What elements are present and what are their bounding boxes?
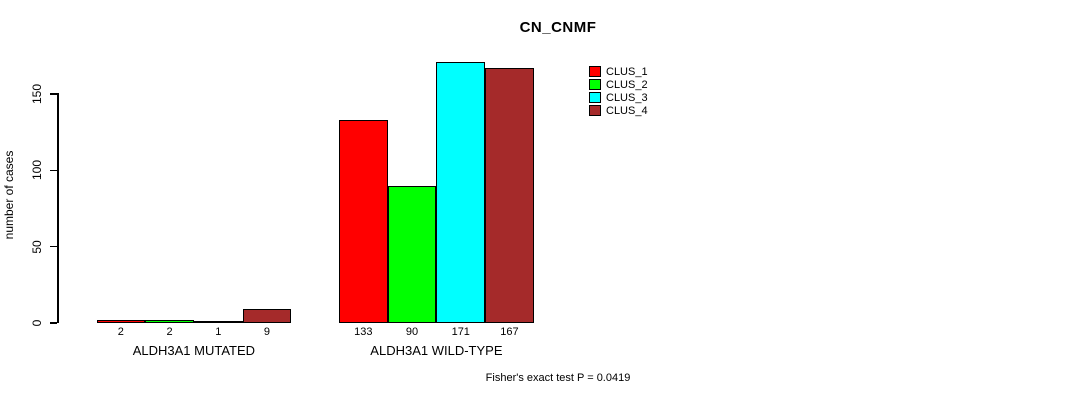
y-axis-tick [50,245,57,248]
legend-swatch-clus_3 [589,92,601,104]
bar-clus_2-wild-type [387,186,437,323]
bar-value-label: 9 [263,326,270,338]
bar-clus_1-mutated [96,320,146,323]
fisher-test-annotation: Fisher's exact test P = 0.0419 [485,372,631,384]
y-axis-title: number of cases [2,150,16,240]
legend: CLUS_1 CLUS_2 CLUS_3 CLUS_4 [589,65,648,117]
legend-item: CLUS_3 [589,91,648,104]
y-axis-tick-label: 0 [30,319,44,327]
bar-clus_3-mutated [193,321,243,323]
bar-value-label: 2 [117,326,124,338]
legend-label: CLUS_4 [606,104,648,117]
chart-title: CN_CNMF [519,19,597,36]
bar-value-label: 2 [166,326,173,338]
bar-value-label: 167 [500,326,519,338]
legend-item: CLUS_4 [589,104,648,117]
bar-value-label: 133 [354,326,373,338]
bar-value-label: 171 [451,326,470,338]
group-label: ALDH3A1 WILD-TYPE [370,343,503,358]
bar-clus_4-mutated [242,309,292,323]
y-axis-tick [50,169,57,172]
y-axis-line [57,93,59,323]
bar-clus_3-wild-type [436,62,486,323]
bar-clus_4-wild-type [485,68,534,323]
legend-item: CLUS_2 [589,78,648,91]
legend-swatch-clus_1 [589,66,601,78]
legend-swatch-clus_2 [589,79,601,91]
legend-item: CLUS_1 [589,65,648,78]
bar-clus_1-wild-type [339,120,388,323]
group-label: ALDH3A1 MUTATED [132,343,256,358]
y-axis-tick-label: 100 [30,160,44,181]
bar-value-label: 1 [215,326,222,338]
y-axis-tick-label: 150 [30,83,44,105]
legend-label: CLUS_1 [606,65,648,78]
y-axis-tick-label: 50 [30,239,44,254]
y-axis-tick [50,93,57,95]
legend-label: CLUS_2 [606,78,648,91]
legend-swatch-clus_4 [589,105,601,117]
y-axis-tick [50,322,57,324]
bar-value-label: 90 [405,326,419,338]
bar-clus_2-mutated [145,320,194,323]
legend-label: CLUS_3 [606,91,648,104]
